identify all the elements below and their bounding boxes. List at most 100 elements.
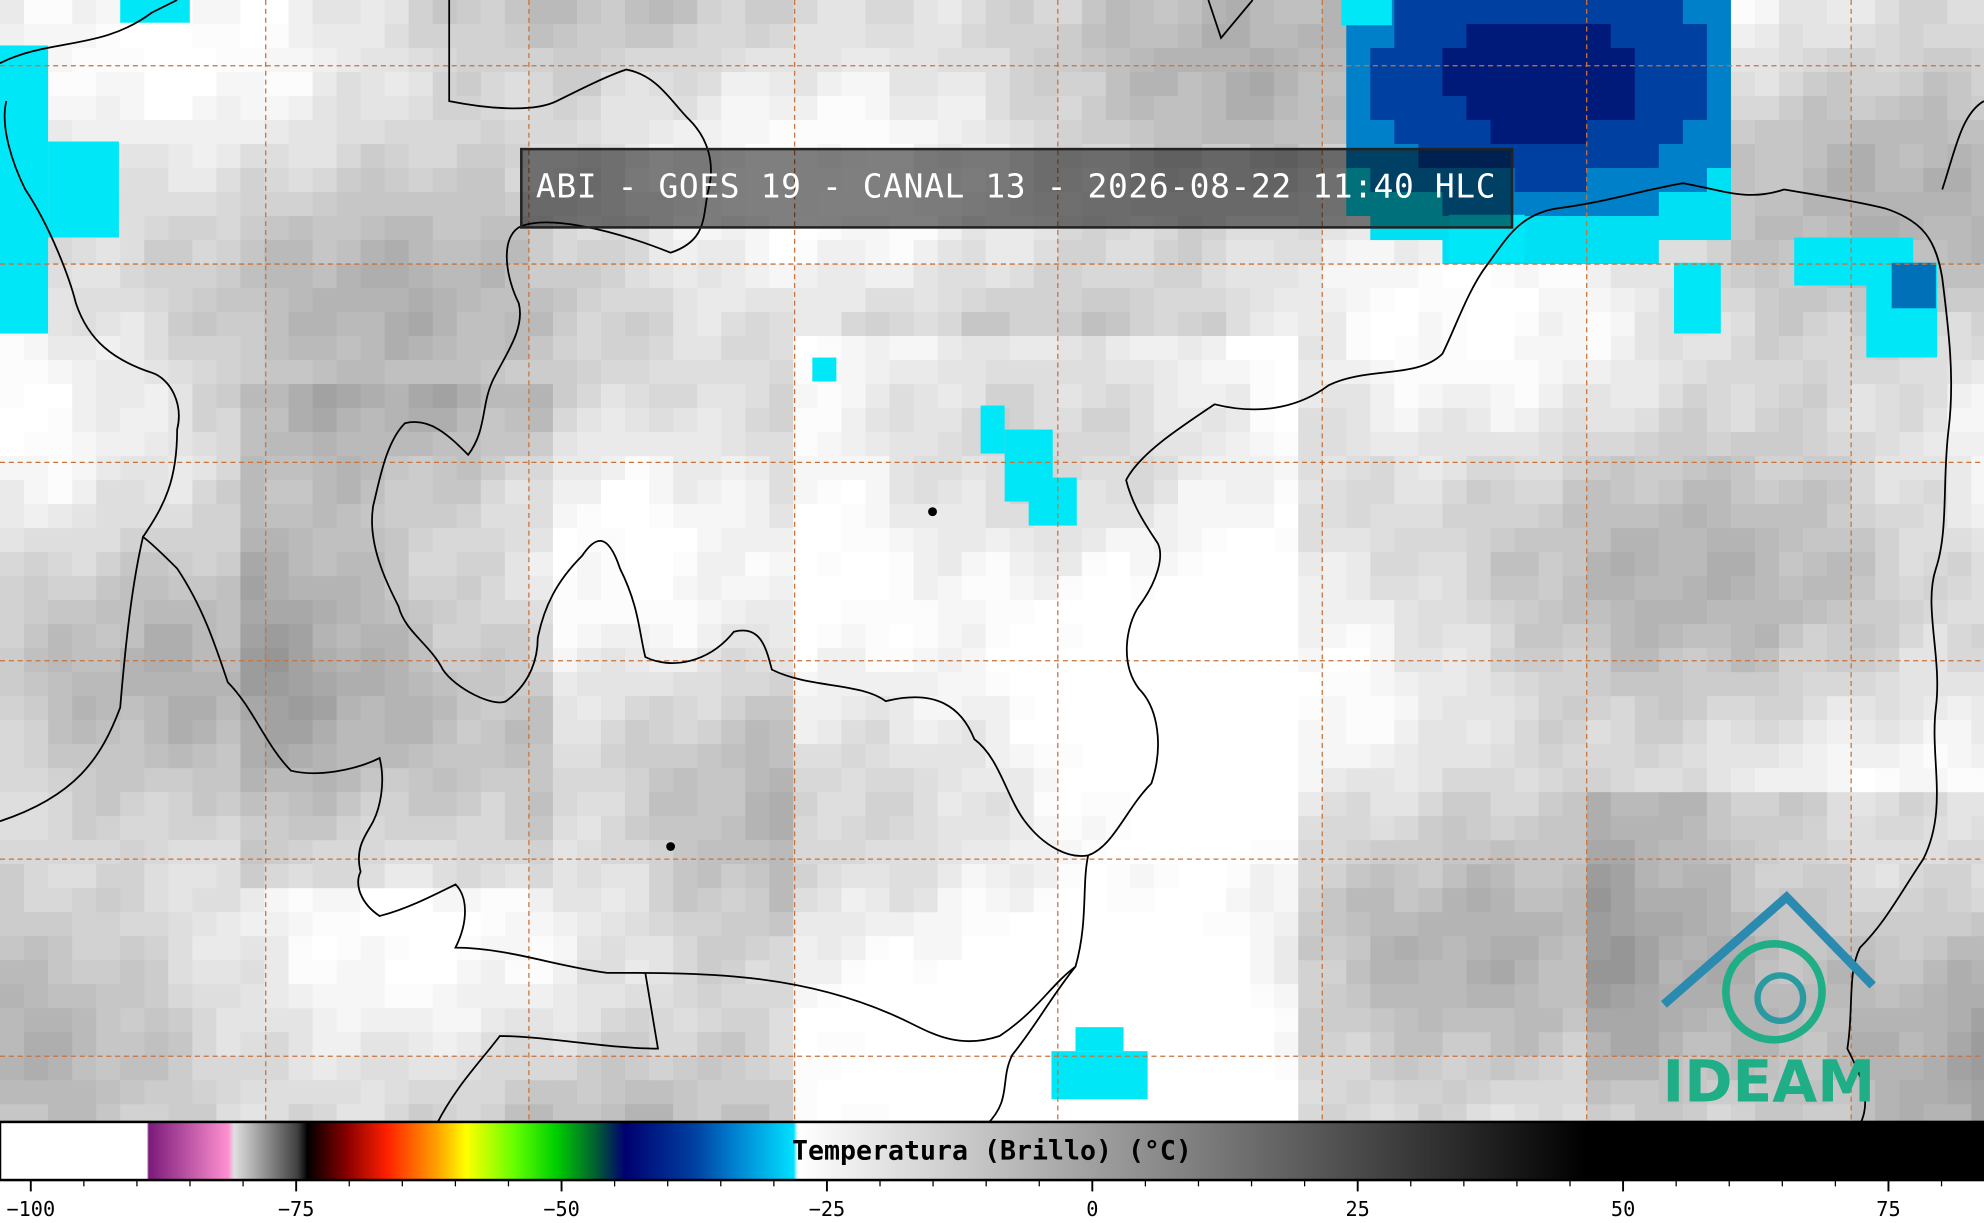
pixel <box>1634 336 1660 361</box>
pixel <box>1346 312 1371 337</box>
pixel <box>1730 360 1756 385</box>
pixel <box>841 432 867 457</box>
pixel <box>1971 888 1984 913</box>
pixel <box>649 456 674 481</box>
pixel <box>1346 120 1371 145</box>
pixel <box>528 912 554 937</box>
pixel <box>1538 504 1564 529</box>
pixel <box>264 984 290 1009</box>
pixel <box>432 600 458 625</box>
pixel <box>288 792 314 817</box>
pixel <box>1009 312 1035 337</box>
pixel <box>1370 240 1395 265</box>
pixel <box>1009 552 1035 577</box>
pixel <box>240 528 266 553</box>
pixel <box>1322 360 1347 385</box>
pixel <box>1178 96 1203 121</box>
pixel <box>192 120 217 145</box>
pixel <box>1851 24 1876 49</box>
pixel <box>1514 720 1540 745</box>
pixel <box>1706 912 1732 937</box>
pixel <box>1562 672 1588 697</box>
pixel <box>697 744 722 769</box>
pixel <box>1490 480 1516 505</box>
pixel <box>192 504 217 529</box>
pixel <box>961 576 987 601</box>
pixel <box>1658 528 1684 553</box>
pixel <box>408 744 434 769</box>
pixel <box>552 672 578 697</box>
pixel <box>1827 72 1852 97</box>
pixel <box>1971 120 1984 145</box>
pixel <box>817 288 843 313</box>
pixel <box>1658 672 1684 697</box>
pixel <box>384 960 410 985</box>
pixel <box>1202 264 1227 289</box>
pixel <box>1033 720 1059 745</box>
pixel <box>1754 696 1780 721</box>
pixel <box>769 1032 794 1057</box>
pixel <box>1610 120 1636 145</box>
pixel <box>336 672 362 697</box>
pixel <box>264 336 290 361</box>
pixel <box>1610 240 1636 265</box>
pixel <box>721 0 746 25</box>
pixel <box>264 672 290 697</box>
pixel <box>1490 864 1516 889</box>
pixel <box>745 744 770 769</box>
pixel <box>1562 720 1588 745</box>
pixel <box>1803 528 1828 553</box>
pixel <box>745 840 770 865</box>
pixel <box>384 816 410 841</box>
pixel <box>1514 1032 1540 1057</box>
pixel <box>1923 888 1948 913</box>
pixel <box>673 504 698 529</box>
pixel <box>1490 648 1516 673</box>
pixel <box>673 624 698 649</box>
pixel <box>456 120 482 145</box>
pixel <box>913 576 939 601</box>
pixel <box>841 672 867 697</box>
pixel <box>769 120 794 145</box>
pixel <box>1298 984 1323 1009</box>
pixel <box>841 1008 867 1033</box>
pixel <box>1153 624 1179 649</box>
pixel <box>576 792 602 817</box>
pixel <box>1658 1008 1684 1033</box>
pixel <box>96 384 121 409</box>
pixel <box>1009 360 1035 385</box>
pixel <box>1298 720 1323 745</box>
pixel <box>1562 312 1588 337</box>
pixel <box>1442 552 1468 577</box>
pixel <box>1899 912 1924 937</box>
pixel <box>1418 696 1444 721</box>
pixel <box>1586 264 1612 289</box>
pixel <box>144 72 169 97</box>
pixel <box>528 984 554 1009</box>
pixel <box>625 360 650 385</box>
pixel <box>144 312 169 337</box>
pixel <box>1081 120 1107 145</box>
pixel <box>240 240 266 265</box>
pixel <box>0 624 25 649</box>
pixel <box>288 696 314 721</box>
pixel <box>721 888 746 913</box>
pixel <box>360 408 386 433</box>
pixel <box>1514 864 1540 889</box>
pixel <box>1274 720 1299 745</box>
pixel <box>1298 336 1323 361</box>
pixel <box>1514 456 1540 481</box>
pixel <box>288 456 314 481</box>
pixel <box>1586 168 1612 193</box>
pixel <box>1779 360 1804 385</box>
pixel <box>1129 72 1155 97</box>
pixel <box>120 600 145 625</box>
pixel <box>144 984 169 1009</box>
pixel <box>384 240 410 265</box>
pixel <box>480 504 506 529</box>
pixel <box>1899 360 1924 385</box>
pixel <box>1923 528 1948 553</box>
pixel <box>721 432 746 457</box>
pixel <box>480 1008 506 1033</box>
pixel <box>913 24 939 49</box>
